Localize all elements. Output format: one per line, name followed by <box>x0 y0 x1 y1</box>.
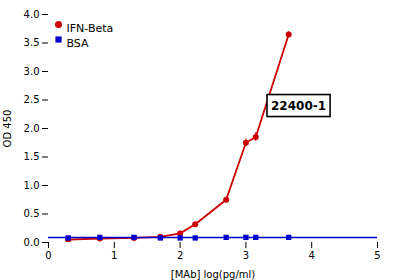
svg-text:IFN-Beta: IFN-Beta <box>67 22 114 35</box>
svg-text:0: 0 <box>45 250 51 261</box>
svg-text:4.0: 4.0 <box>24 9 40 20</box>
svg-text:2.5: 2.5 <box>24 94 40 105</box>
svg-text:3: 3 <box>243 250 249 261</box>
svg-text:1.5: 1.5 <box>24 151 40 162</box>
svg-text:5: 5 <box>374 250 380 261</box>
svg-text:OD 450: OD 450 <box>2 110 13 148</box>
svg-text:0.0: 0.0 <box>24 237 40 248</box>
svg-text:2.0: 2.0 <box>24 123 40 134</box>
svg-text:22400-1: 22400-1 <box>271 99 326 113</box>
svg-text:1: 1 <box>111 250 117 261</box>
svg-text:3.0: 3.0 <box>24 66 40 77</box>
svg-text:4: 4 <box>309 250 315 261</box>
svg-text:2: 2 <box>177 250 183 261</box>
svg-text:1.0: 1.0 <box>24 180 40 191</box>
svg-text:BSA: BSA <box>67 37 90 50</box>
svg-text:3.5: 3.5 <box>24 37 40 48</box>
svg-text:0.5: 0.5 <box>24 208 40 219</box>
svg-text:[MAb] log(pg/ml): [MAb] log(pg/ml) <box>171 269 256 280</box>
